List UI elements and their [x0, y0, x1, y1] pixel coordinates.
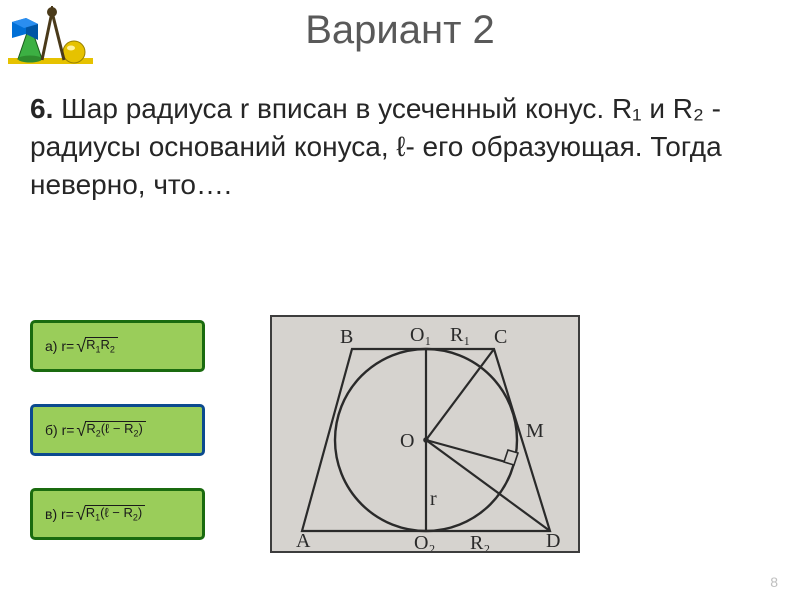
label-B: B — [340, 326, 353, 348]
page-number: 8 — [770, 574, 778, 590]
label-O1: O₁ — [410, 324, 431, 346]
label-C: C — [494, 326, 507, 348]
page-title: Вариант 2 — [0, 0, 800, 53]
label-R2: R₂ — [470, 532, 490, 551]
answer-b-prefix: б) r= — [45, 422, 74, 438]
center-dot — [423, 437, 429, 443]
answer-a-prefix: а) r= — [45, 338, 74, 354]
right-angle-marker — [504, 450, 518, 465]
logo-sphere-highlight — [67, 46, 75, 51]
answer-c-prefix: в) r= — [45, 506, 74, 522]
label-O: O — [400, 430, 414, 452]
label-R1: R₁ — [450, 324, 470, 346]
line-OD — [426, 440, 550, 531]
logo-cone-base — [18, 56, 42, 63]
label-D: D — [546, 530, 560, 551]
label-O2: O₂ — [414, 532, 435, 551]
answer-c-sqrt: R1(ℓ − R2) — [85, 505, 146, 523]
line-OC — [426, 349, 494, 440]
answers-list: а) r= √ R1R2 б) r= √ R2(ℓ − R2) в) r= √ … — [30, 320, 205, 540]
question-number: 6. — [30, 93, 53, 124]
question-text: 6. Шар радиуса r вписан в усеченный кону… — [0, 70, 800, 215]
logo-cube — [12, 18, 38, 40]
answer-b-sqrt: R2(ℓ − R2) — [85, 421, 146, 439]
label-M: M — [526, 420, 544, 442]
label-r: r — [430, 488, 437, 510]
answer-b[interactable]: б) r= √ R2(ℓ − R2) — [30, 404, 205, 456]
question-body: Шар радиуса r вписан в усеченный конус. … — [30, 93, 722, 200]
logo-compass — [42, 6, 64, 60]
geometry-diagram: A B C D O O₁ O₂ R₁ R₂ M r — [270, 315, 580, 553]
logo-sphere — [63, 41, 85, 63]
answer-a[interactable]: а) r= √ R1R2 — [30, 320, 205, 372]
label-A: A — [296, 530, 311, 551]
answer-c[interactable]: в) r= √ R1(ℓ − R2) — [30, 488, 205, 540]
geometry-logo — [8, 4, 93, 74]
radius-OM — [426, 440, 513, 464]
answer-a-sqrt: R1R2 — [85, 337, 118, 355]
